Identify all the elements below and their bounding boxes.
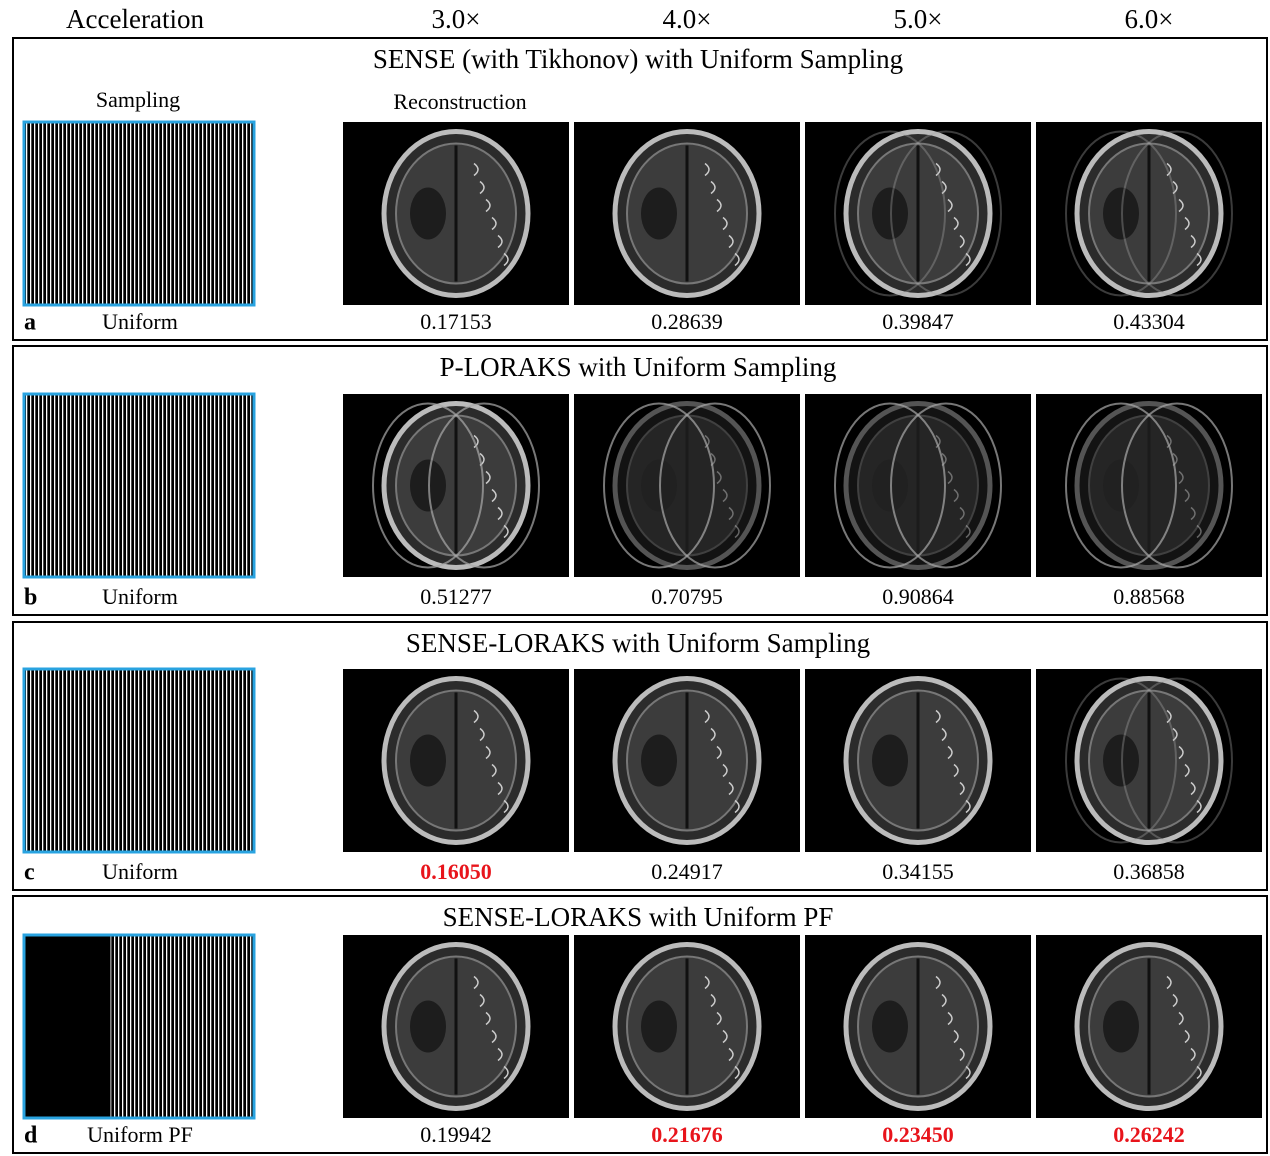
- lesion: [872, 1001, 908, 1053]
- column-label: Reconstruction: [393, 89, 526, 114]
- panel: SENSE-LORAKS with Uniform Sampling c Unifo…: [13, 622, 1267, 890]
- sampling-pattern: [24, 394, 254, 577]
- panel-letter: a: [24, 310, 36, 336]
- sampling-label: Uniform: [102, 584, 178, 609]
- figure: Acceleration 3.0× 4.0× 5.0× 6.0× SENSE (with …: [0, 0, 1270, 1156]
- error-value: 0.36858: [1113, 859, 1185, 884]
- sampling-pattern: [24, 122, 254, 305]
- error-value: 0.23450: [882, 1122, 954, 1147]
- panel: SENSE-LORAKS with Uniform PF d Uniform PF 0…: [13, 896, 1267, 1153]
- acceleration-label: 6.0×: [1125, 4, 1174, 34]
- error-value: 0.90864: [882, 584, 954, 609]
- error-value: 0.17153: [420, 309, 492, 334]
- panel-title: SENSE-LORAKS with Uniform Sampling: [406, 628, 870, 658]
- sampling-label: Uniform PF: [87, 1122, 193, 1147]
- error-value: 0.43304: [1113, 309, 1185, 334]
- panel: SENSE (with Tikhonov) with Uniform Sampl…: [13, 38, 1267, 340]
- error-value: 0.21676: [651, 1122, 723, 1147]
- panel-letter: c: [24, 860, 35, 886]
- lesion: [641, 188, 677, 240]
- error-value: 0.28639: [651, 309, 723, 334]
- sampling-pattern: [24, 669, 254, 852]
- error-value: 0.19942: [420, 1122, 492, 1147]
- panel-letter: d: [24, 1123, 38, 1149]
- lesion: [872, 735, 908, 787]
- panel-title: P-LORAKS with Uniform Sampling: [440, 352, 837, 382]
- acceleration-label: 4.0×: [663, 4, 712, 34]
- error-value: 0.26242: [1113, 1122, 1185, 1147]
- panel: P-LORAKS with Uniform Sampling b Uniform 0.…: [13, 346, 1267, 615]
- sampling-unsampled: [26, 937, 111, 1117]
- panel-title: SENSE-LORAKS with Uniform PF: [443, 902, 834, 932]
- lesion: [410, 735, 446, 787]
- header-label: Acceleration: [66, 4, 204, 34]
- lesion: [410, 188, 446, 240]
- acceleration-label: 3.0×: [432, 4, 481, 34]
- acceleration-label: 5.0×: [894, 4, 943, 34]
- lesion: [641, 735, 677, 787]
- error-value: 0.34155: [882, 859, 954, 884]
- sampling-label: Uniform: [102, 309, 178, 334]
- error-value: 0.88568: [1113, 584, 1185, 609]
- panel-title: SENSE (with Tikhonov) with Uniform Sampl…: [373, 44, 903, 74]
- panel-letter: b: [24, 585, 37, 611]
- sampling-label: Uniform: [102, 859, 178, 884]
- error-value: 0.51277: [420, 584, 492, 609]
- lesion: [410, 1001, 446, 1053]
- lesion: [641, 1001, 677, 1053]
- column-label: Sampling: [96, 87, 180, 112]
- error-value: 0.39847: [882, 309, 954, 334]
- error-value: 0.16050: [420, 859, 492, 884]
- error-value: 0.24917: [651, 859, 723, 884]
- error-value: 0.70795: [651, 584, 723, 609]
- lesion: [1103, 1001, 1139, 1053]
